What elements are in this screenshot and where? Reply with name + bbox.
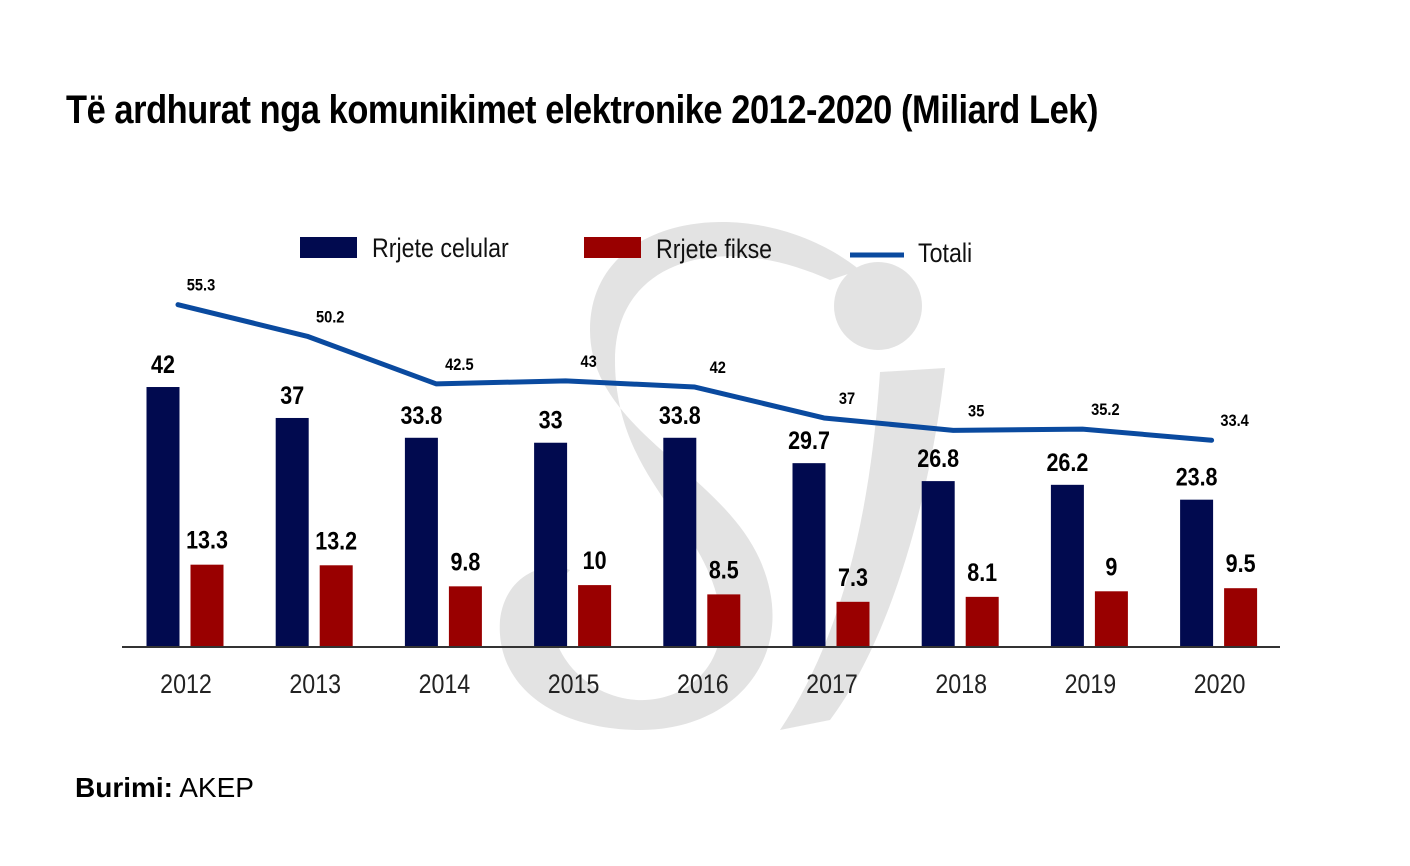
- data-label-fikse-2012: 13.3: [186, 526, 228, 554]
- x-axis-ticks: 2012 2013 2014 2015 2016 2017 2018 2019 2020: [160, 669, 1245, 699]
- data-label-totali-2018: 35: [968, 402, 984, 420]
- data-label-fikse-2013: 13.2: [315, 527, 357, 555]
- bar-celular-2016: [663, 437, 697, 647]
- bar-celular-2020: [1180, 499, 1214, 647]
- x-tick-2015: 2015: [548, 669, 600, 699]
- data-label-celular-2019: 26.2: [1046, 448, 1088, 476]
- bar-celular-2014: [404, 437, 438, 647]
- x-tick-2020: 2020: [1194, 669, 1246, 699]
- total-line-series: [175, 302, 1215, 443]
- data-label-fikse-2019: 9: [1105, 553, 1117, 581]
- bars: [146, 387, 1258, 647]
- legend-swatch-celular: [300, 237, 357, 258]
- legend-label-fikse: Rrjete fikse: [656, 234, 772, 264]
- bar-fikse-2013: [319, 565, 353, 647]
- bar-celular-2018: [921, 481, 955, 647]
- data-label-celular-2018: 26.8: [917, 445, 959, 473]
- data-label-totali-2017: 37: [839, 390, 855, 408]
- data-label-fikse-2016: 8.5: [709, 556, 739, 584]
- data-label-totali-2020: 33.4: [1220, 412, 1249, 430]
- data-label-celular-2017: 29.7: [788, 427, 830, 455]
- legend: Rrjete celular Rrjete fikse Totali: [300, 233, 972, 268]
- data-label-fikse-2017: 7.3: [838, 563, 868, 591]
- x-tick-2012: 2012: [160, 669, 212, 699]
- data-label-celular-2012: 42: [151, 351, 175, 379]
- source-value: AKEP: [179, 772, 254, 803]
- bar-celular-2015: [534, 442, 568, 647]
- bar-fikse-2020: [1224, 588, 1258, 647]
- data-label-celular-2013: 37: [280, 381, 304, 409]
- legend-swatch-fikse: [584, 237, 641, 258]
- data-label-totali-2015: 43: [580, 353, 596, 371]
- data-label-fikse-2018: 8.1: [967, 558, 997, 586]
- x-tick-2016: 2016: [677, 669, 729, 699]
- data-label-totali-2019: 35.2: [1091, 401, 1120, 419]
- x-tick-2019: 2019: [1065, 669, 1117, 699]
- bar-celular-2019: [1050, 484, 1084, 647]
- data-label-celular-2020: 23.8: [1176, 463, 1218, 491]
- bar-celular-2013: [275, 417, 309, 647]
- bar-fikse-2017: [836, 601, 870, 647]
- line-totali: [175, 302, 1215, 443]
- data-label-totali-2014: 42.5: [445, 356, 474, 374]
- bar-celular-2012: [146, 387, 180, 647]
- x-tick-2014: 2014: [419, 669, 471, 699]
- data-label-celular-2015: 33: [539, 406, 563, 434]
- source-label: Burimi:: [75, 772, 173, 803]
- data-labels: 42 13.3 55.3 37 13.2 50.2 33.8 9.8 42.5 33 10 43 33.…: [151, 277, 1256, 591]
- bar-fikse-2012: [190, 564, 224, 647]
- x-tick-2013: 2013: [289, 669, 341, 699]
- data-label-fikse-2020: 9.5: [1226, 550, 1256, 578]
- data-label-totali-2012: 55.3: [187, 277, 216, 295]
- source-note: Burimi: AKEP: [75, 772, 254, 804]
- data-label-celular-2014: 33.8: [400, 401, 442, 429]
- legend-item-fikse: Rrjete fikse: [584, 234, 772, 264]
- legend-label-totali: Totali: [918, 238, 972, 268]
- data-label-fikse-2014: 9.8: [450, 548, 480, 576]
- x-tick-2018: 2018: [935, 669, 987, 699]
- bar-fikse-2016: [707, 594, 741, 647]
- legend-item-totali: Totali: [850, 238, 972, 268]
- bar-celular-2017: [792, 463, 826, 647]
- data-label-fikse-2015: 10: [583, 547, 607, 575]
- bar-fikse-2019: [1094, 591, 1128, 647]
- chart-title: Të ardhurat nga komunikimet elektronike …: [66, 88, 1099, 132]
- bar-fikse-2015: [578, 585, 612, 647]
- data-label-celular-2016: 33.8: [659, 401, 701, 429]
- bar-fikse-2018: [965, 596, 999, 647]
- legend-item-celular: Rrjete celular: [300, 233, 509, 263]
- bar-fikse-2014: [448, 586, 482, 647]
- legend-label-celular: Rrjete celular: [372, 233, 509, 263]
- x-tick-2017: 2017: [806, 669, 858, 699]
- data-label-totali-2013: 50.2: [316, 308, 345, 326]
- data-label-totali-2016: 42: [710, 359, 726, 377]
